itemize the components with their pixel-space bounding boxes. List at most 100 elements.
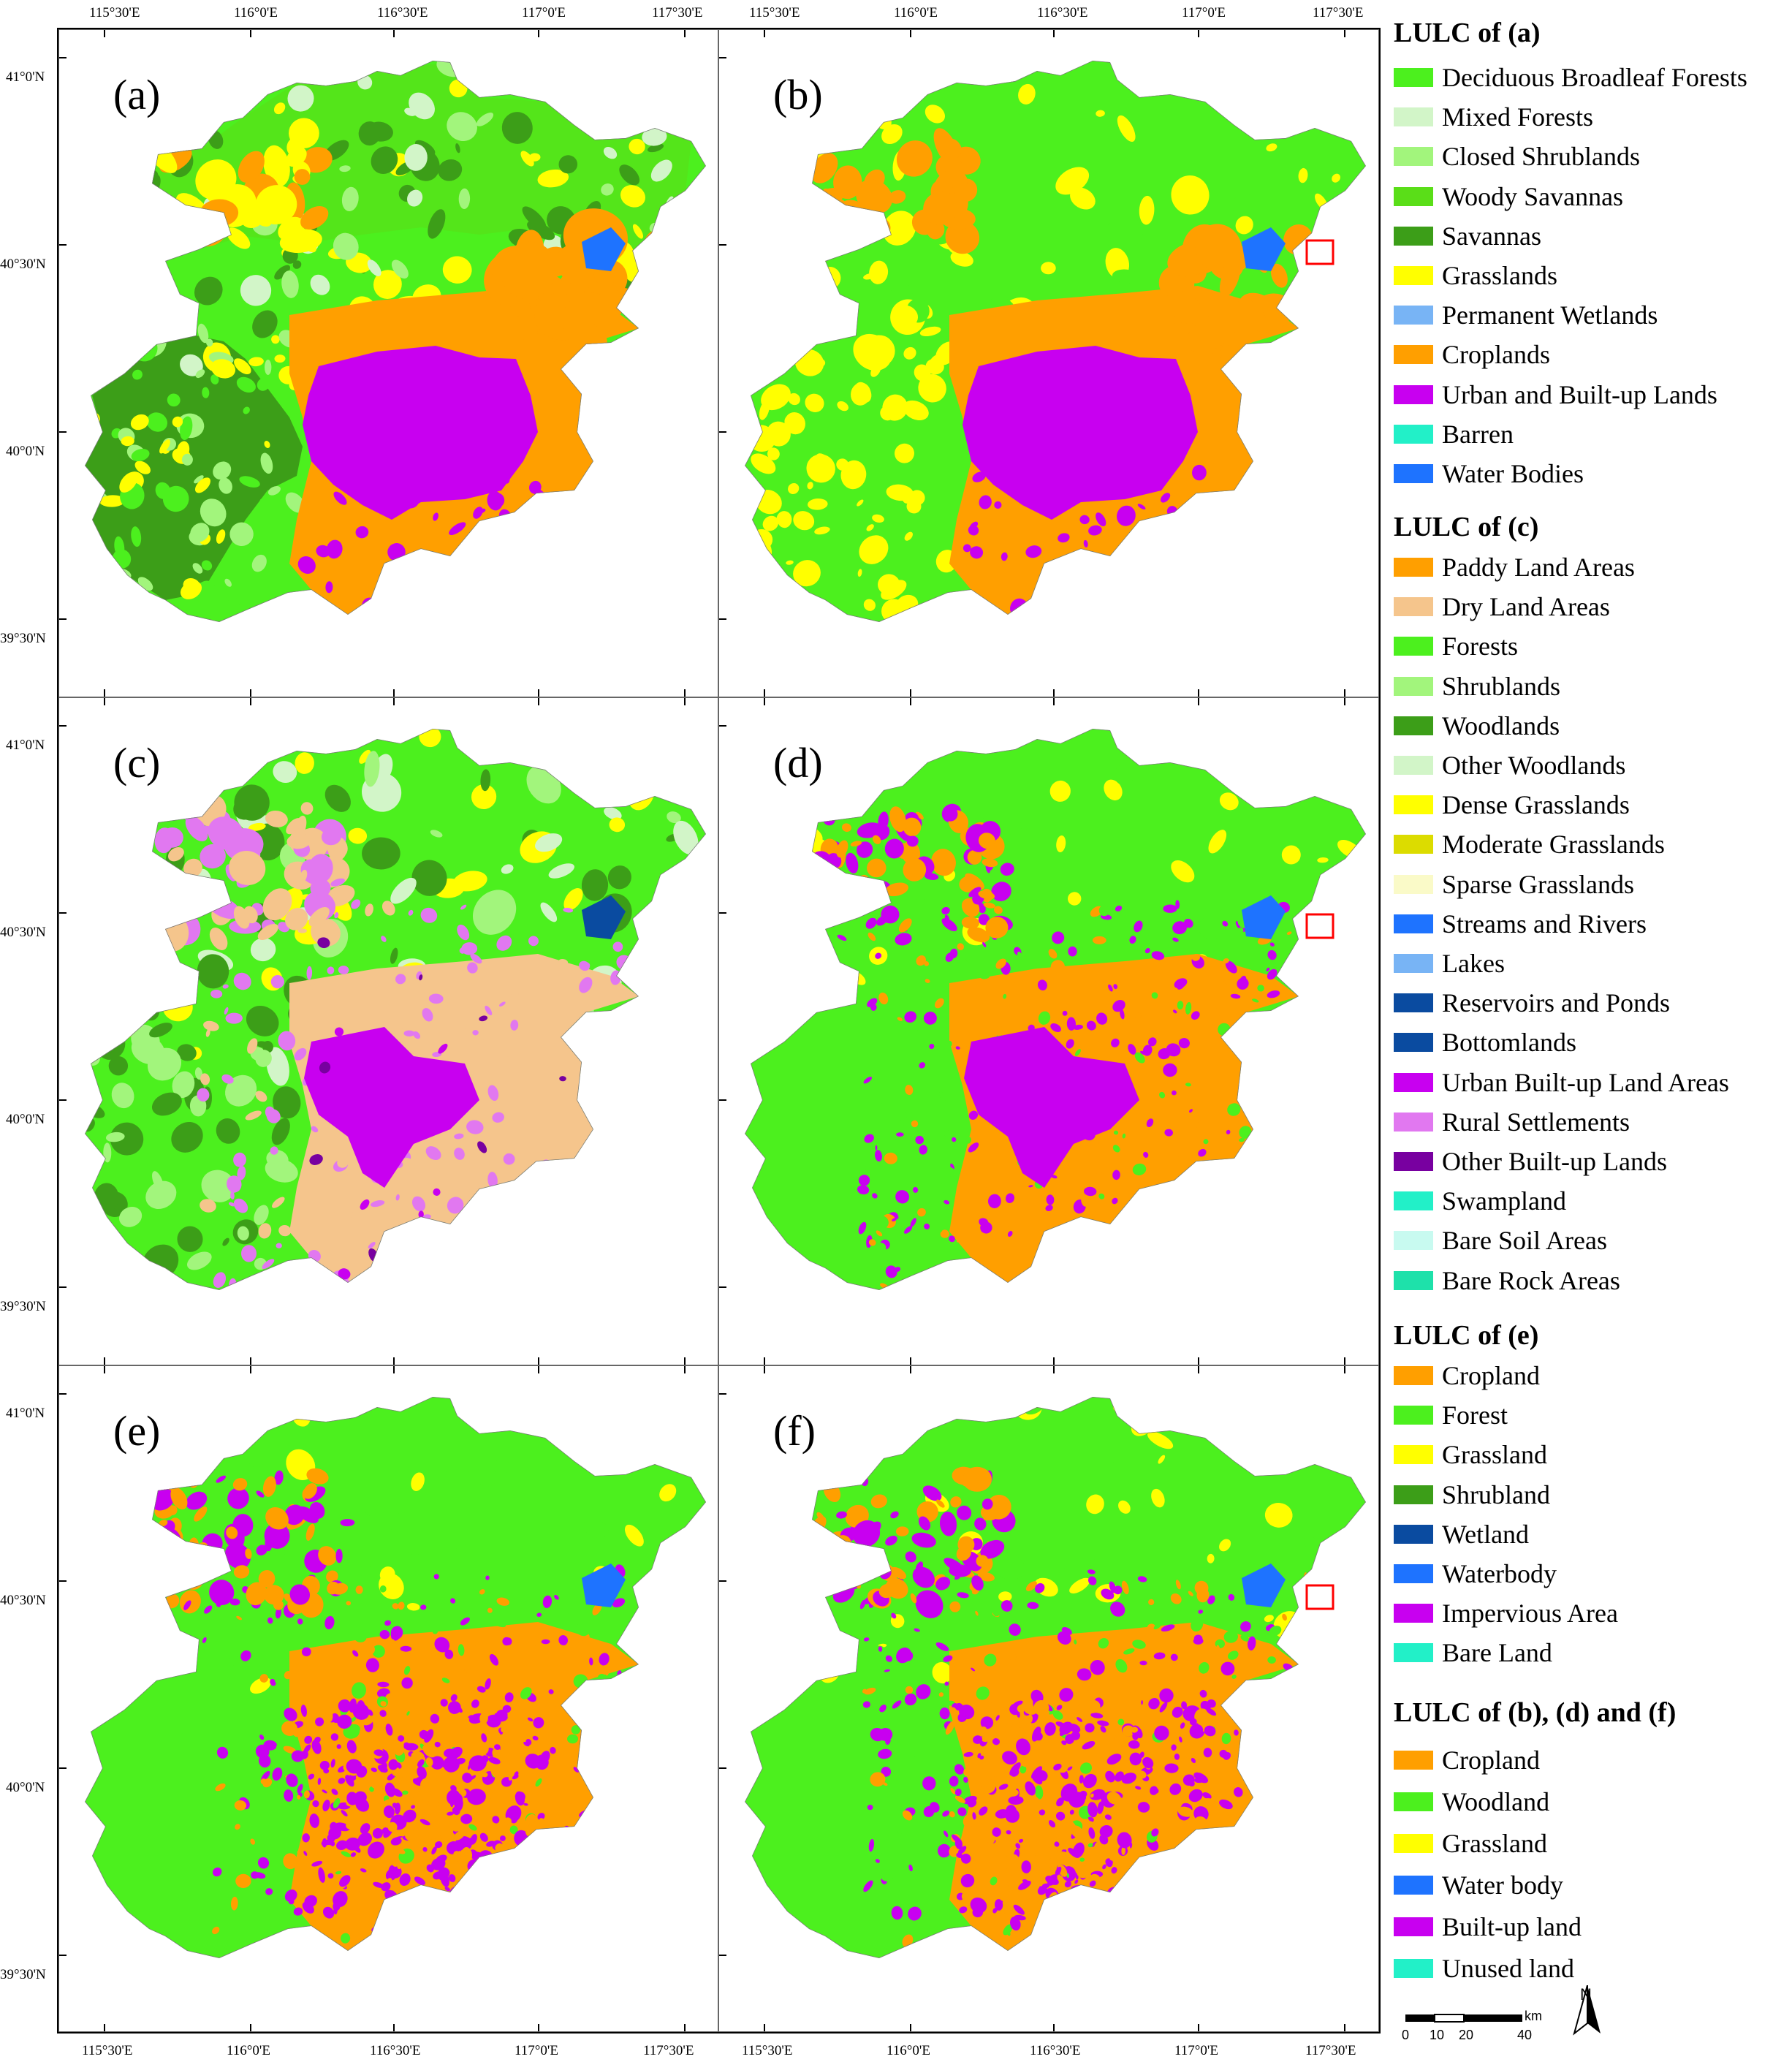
undefined (674, 1086, 682, 1097)
undefined (1300, 1281, 1307, 1290)
undefined (1151, 1225, 1168, 1239)
lon-label-bottom: 117°30'E (1305, 2043, 1356, 2058)
legend-swatch (1394, 676, 1433, 696)
undefined (481, 1733, 487, 1743)
undefined (433, 1574, 439, 1580)
undefined (1159, 1091, 1166, 1099)
undefined (348, 827, 368, 844)
undefined (1050, 960, 1066, 975)
undefined (534, 1754, 549, 1770)
legend-label: Wetland (1442, 1519, 1530, 1549)
undefined (372, 1828, 383, 1839)
legend-label: Croplands (1442, 340, 1550, 370)
undefined (952, 1834, 962, 1844)
undefined (468, 1456, 480, 1474)
undefined (411, 1751, 425, 1762)
undefined (957, 1919, 963, 1926)
undefined (607, 1754, 615, 1764)
beijing-lulc-map (59, 30, 706, 697)
undefined (335, 1870, 342, 1875)
undefined (292, 1729, 298, 1737)
undefined (684, 1782, 690, 1791)
undefined (181, 892, 189, 904)
undefined (146, 412, 168, 432)
undefined (1191, 1011, 1200, 1020)
undefined (180, 354, 203, 376)
undefined (1259, 952, 1267, 960)
undefined (302, 1833, 310, 1843)
undefined (345, 1775, 354, 1787)
undefined (968, 887, 982, 898)
undefined (939, 1707, 950, 1720)
undefined (474, 596, 483, 604)
undefined (449, 1874, 456, 1882)
undefined (751, 453, 776, 474)
undefined (856, 179, 892, 214)
undefined (421, 1261, 430, 1270)
undefined (431, 1857, 446, 1870)
undefined (1093, 1550, 1104, 1561)
undefined (284, 1889, 297, 1902)
undefined (1173, 1862, 1188, 1875)
undefined (1280, 1155, 1291, 1169)
legend-item: Sparse Grasslands (1394, 868, 1792, 899)
lat-label: 40°30'N (0, 925, 46, 940)
legend-swatch (1394, 637, 1433, 656)
undefined (1298, 167, 1308, 183)
undefined (654, 892, 695, 929)
undefined (1231, 193, 1255, 214)
undefined (957, 1536, 975, 1553)
undefined (468, 1824, 477, 1831)
undefined (863, 1637, 870, 1642)
undefined (580, 1786, 588, 1793)
undefined (633, 763, 650, 779)
undefined (1222, 257, 1241, 270)
undefined (321, 827, 342, 846)
undefined (275, 1607, 281, 1619)
undefined (1169, 524, 1180, 535)
legend-item: Dry Land Areas (1394, 591, 1792, 621)
undefined (1228, 1593, 1235, 1601)
undefined (1098, 905, 1110, 917)
undefined (504, 1230, 513, 1243)
undefined (1101, 1588, 1115, 1600)
map-panel-a: (a) (58, 29, 718, 697)
undefined (466, 1906, 477, 1918)
highlight-box (1305, 913, 1334, 939)
undefined (308, 906, 330, 927)
undefined (1136, 1908, 1147, 1918)
undefined (976, 1881, 981, 1890)
undefined (1028, 1870, 1034, 1874)
undefined (896, 1132, 904, 1137)
undefined (940, 1229, 949, 1238)
undefined (1283, 1792, 1288, 1800)
undefined (925, 979, 930, 983)
undefined (403, 1809, 417, 1823)
undefined (965, 1136, 971, 1144)
undefined (227, 1175, 242, 1193)
undefined (360, 1199, 370, 1210)
undefined (530, 1892, 542, 1900)
undefined (547, 598, 561, 612)
undefined (1056, 835, 1066, 853)
undefined (1126, 1686, 1136, 1694)
undefined (322, 1906, 335, 1919)
undefined (537, 1813, 545, 1821)
undefined (959, 1906, 968, 1914)
legend-swatch (1394, 424, 1433, 444)
water-body (1242, 895, 1286, 939)
undefined (891, 1906, 903, 1920)
undefined (1231, 1882, 1238, 1890)
undefined (407, 189, 423, 207)
undefined (1221, 1732, 1231, 1745)
undefined (447, 1811, 454, 1816)
undefined (626, 1865, 637, 1877)
undefined (538, 1868, 551, 1882)
undefined (448, 1224, 457, 1236)
lat-label: 39°30'N (0, 1299, 46, 1314)
undefined (1267, 990, 1280, 998)
undefined (1079, 1857, 1085, 1862)
undefined (1314, 1030, 1324, 1042)
undefined (936, 1499, 945, 1508)
undefined (1297, 1749, 1302, 1755)
